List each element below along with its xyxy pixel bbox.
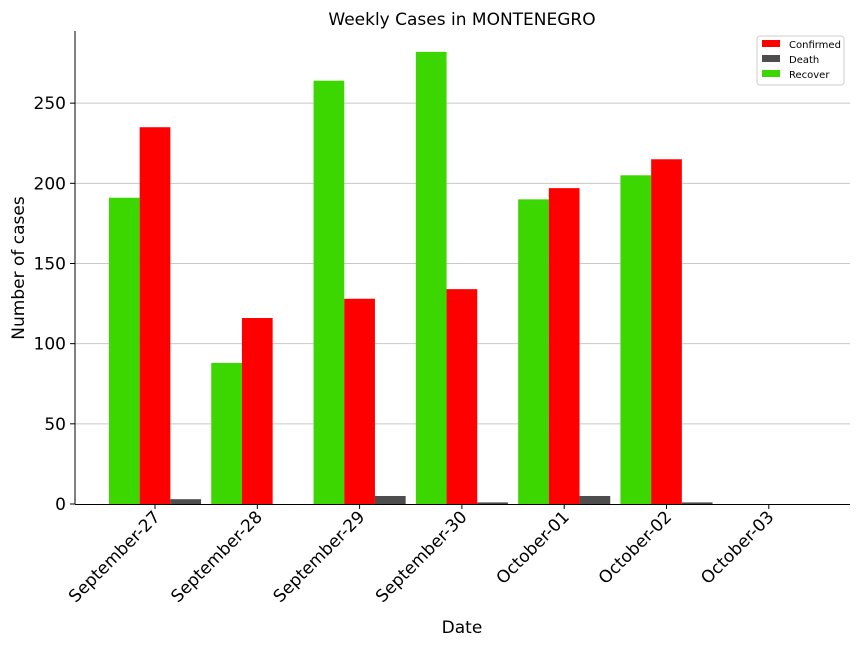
x-tick-label: October-01 xyxy=(493,507,574,588)
legend-swatch-death xyxy=(762,55,780,62)
x-tick-label: September-27 xyxy=(65,507,164,606)
y-tick-label: 150 xyxy=(34,254,66,274)
bar-death xyxy=(170,499,202,504)
x-tick-label: September-30 xyxy=(372,507,471,606)
bar-recover xyxy=(415,51,447,505)
bar-death xyxy=(579,495,611,504)
legend-swatch-recover xyxy=(762,70,780,77)
y-tick-label: 200 xyxy=(34,174,66,194)
gridlines xyxy=(75,102,850,425)
bar-death xyxy=(681,502,713,504)
legend-swatch-confirmed xyxy=(762,40,780,47)
x-tick-label: October-02 xyxy=(595,507,676,588)
x-ticks: September-27 September-28 September-29 Sept… xyxy=(65,504,778,607)
bar-confirmed xyxy=(446,289,478,504)
y-axis-label: Number of cases xyxy=(9,196,29,340)
bar-recover xyxy=(313,80,345,505)
bar-confirmed xyxy=(139,127,171,504)
legend: Confirmed Death Recover xyxy=(756,35,845,86)
y-tick-label: 100 xyxy=(34,335,66,355)
bar-death xyxy=(374,495,406,504)
bar-confirmed xyxy=(548,188,580,504)
bar-confirmed xyxy=(651,159,682,504)
y-tick-label: 0 xyxy=(55,495,66,515)
legend-label-recover: Recover xyxy=(789,70,830,81)
bar-confirmed xyxy=(344,298,375,504)
x-tick-label: October-03 xyxy=(697,507,778,588)
bar-recover xyxy=(108,197,140,504)
bar-recover xyxy=(518,199,549,504)
y-tick-label: 250 xyxy=(34,94,66,114)
bar-recover xyxy=(211,362,242,504)
bar-recover xyxy=(620,175,652,504)
bar-death xyxy=(477,502,508,504)
x-tick-label: September-28 xyxy=(167,507,266,606)
axes xyxy=(74,31,850,505)
x-tick-label: September-29 xyxy=(270,507,369,606)
bars xyxy=(108,51,713,505)
bar-confirmed xyxy=(241,318,273,504)
x-axis-label: Date xyxy=(442,618,483,638)
chart-title: Weekly Cases in MONTENEGRO xyxy=(328,10,595,30)
y-ticks: 0 50 100 150 200 250 xyxy=(34,94,75,515)
y-tick-label: 50 xyxy=(44,415,66,435)
legend-label-death: Death xyxy=(789,55,819,66)
legend-label-confirmed: Confirmed xyxy=(789,40,841,51)
